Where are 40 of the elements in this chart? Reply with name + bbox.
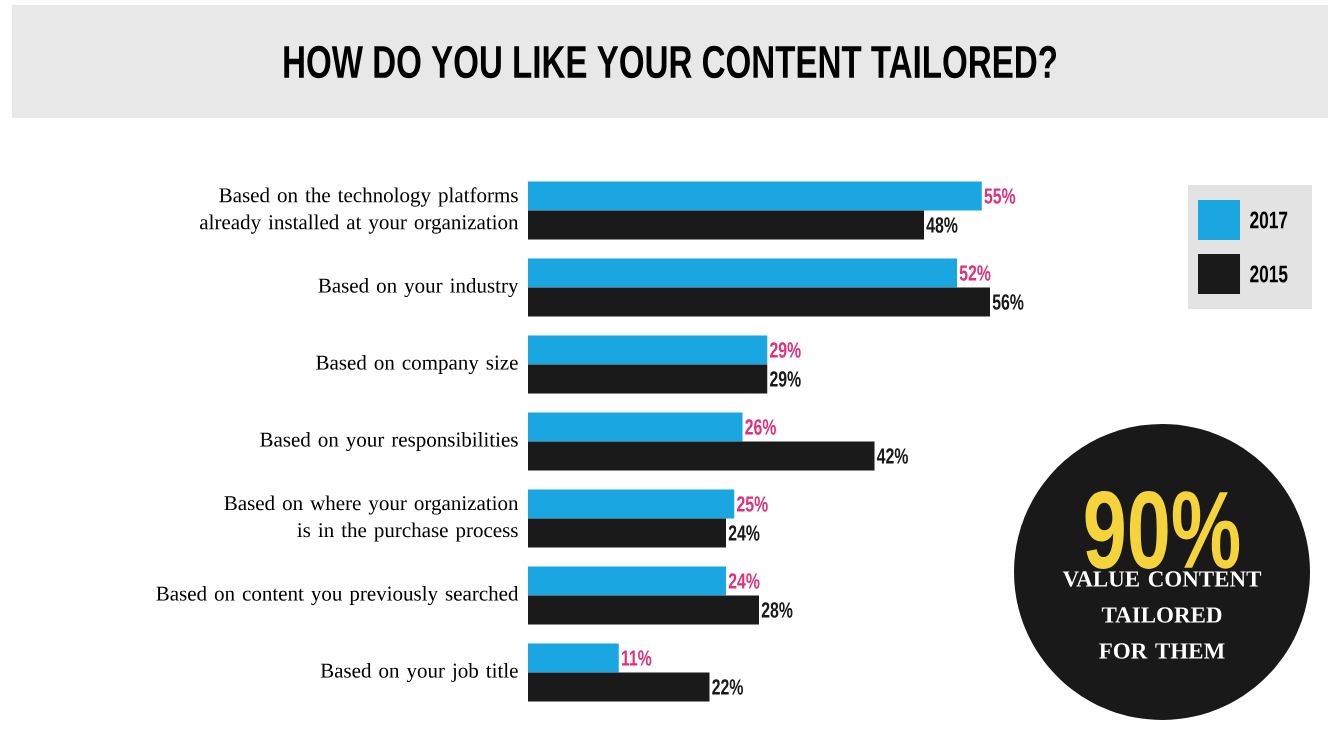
- bar: [528, 566, 727, 596]
- bar: [528, 181, 982, 211]
- bar: [528, 595, 760, 625]
- bar: [528, 518, 727, 548]
- bar: [528, 210, 925, 240]
- bar: [528, 364, 768, 394]
- bar: [528, 412, 743, 442]
- data-label: 26%: [745, 419, 776, 435]
- bar: [528, 489, 735, 519]
- y-tick-label: Based on your job title: [320, 662, 518, 683]
- y-tick-label: Based on where your organization is in the purchase process: [224, 495, 519, 542]
- data-label: 56%: [992, 294, 1024, 310]
- bar: [528, 287, 991, 317]
- chart-title: HOW DO YOU LIKE YOUR CONTENT TAILORED?: [284, 45, 1057, 79]
- data-label: 29%: [770, 371, 801, 387]
- y-tick-label: Based on your industry: [318, 277, 519, 298]
- data-label: 25%: [737, 496, 768, 512]
- data-label: 48%: [926, 217, 958, 233]
- data-label: 42%: [876, 448, 908, 464]
- data-label: 29%: [770, 342, 801, 358]
- y-tick-label: Based on content you previously searched: [156, 585, 519, 606]
- data-label: 52%: [959, 265, 991, 281]
- y-tick-label: Based on the technology platforms already installed at your organization: [200, 187, 519, 234]
- bar: [528, 258, 958, 288]
- data-label: 24%: [728, 573, 760, 589]
- data-label: 28%: [761, 602, 793, 618]
- text: 90%: [1085, 491, 1240, 569]
- legend-label: 2015: [1250, 265, 1288, 283]
- y-tick-label: Based on company size: [316, 354, 518, 375]
- legend-label: 2017: [1250, 211, 1288, 229]
- bar: [528, 643, 619, 673]
- data-label: 55%: [984, 188, 1016, 204]
- text: VALUE CONTENT TAILORED FOR THEM: [1062, 571, 1262, 659]
- bar: [528, 672, 710, 702]
- data-label: 22%: [712, 679, 743, 695]
- data-label: 24%: [728, 525, 760, 541]
- bar: [528, 441, 875, 471]
- bar: [528, 335, 768, 365]
- data-label: 11%: [621, 650, 652, 666]
- y-tick-label: Based on your responsibilities: [260, 431, 518, 452]
